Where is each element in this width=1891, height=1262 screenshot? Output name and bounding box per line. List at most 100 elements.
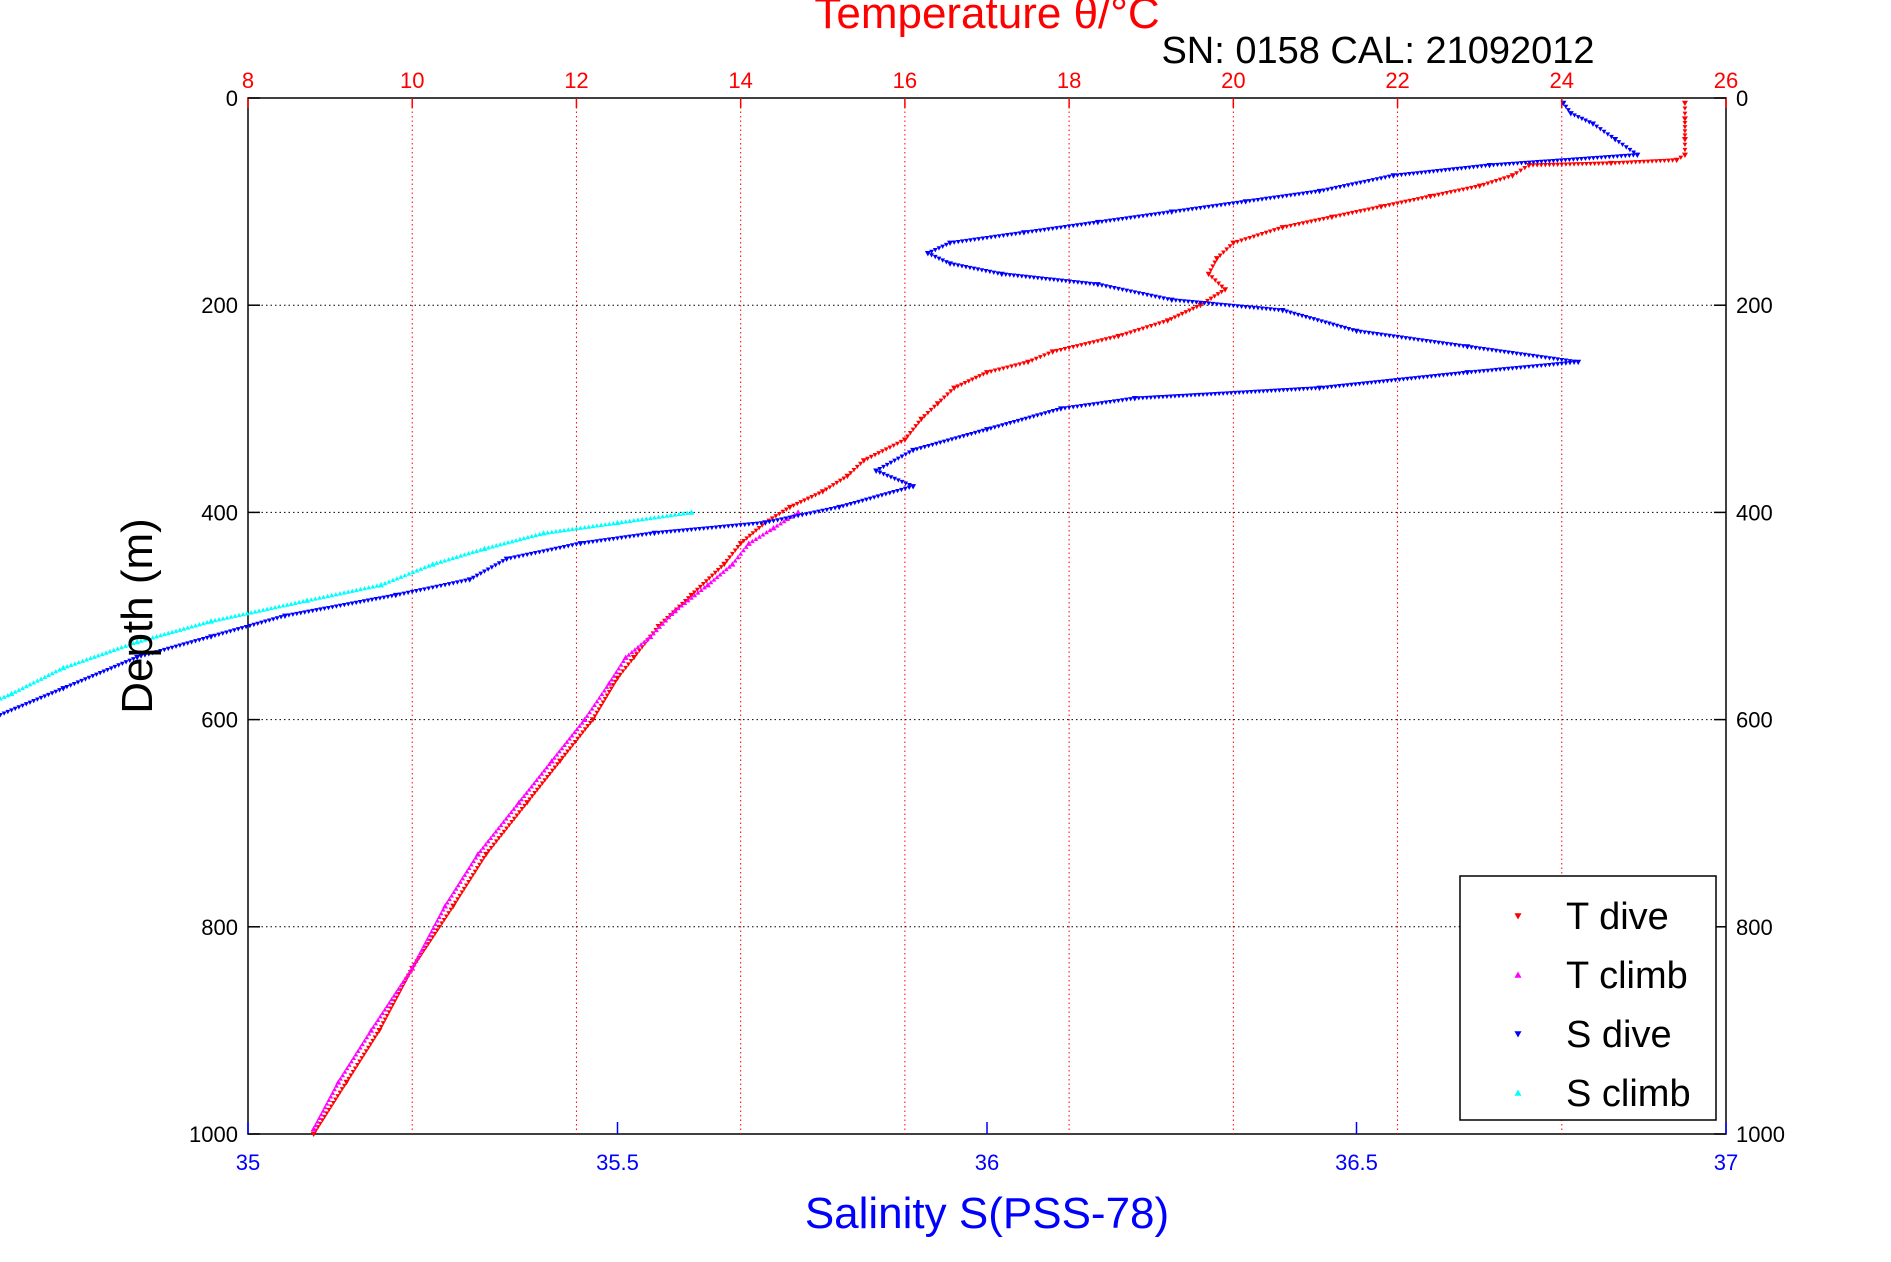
data-point — [539, 771, 545, 776]
data-point — [31, 680, 37, 685]
data-point — [357, 1059, 363, 1064]
data-point — [778, 521, 783, 526]
temperature-tick-label: 14 — [728, 68, 752, 93]
data-point — [524, 800, 531, 806]
legend-label: T climb — [1566, 955, 1688, 997]
data-point — [220, 631, 226, 636]
data-point — [683, 599, 688, 604]
data-point — [266, 618, 272, 623]
data-point — [1284, 224, 1290, 230]
data-point — [742, 522, 748, 528]
data-point — [1563, 358, 1569, 363]
data-point — [1115, 398, 1121, 404]
data-point — [470, 575, 476, 581]
data-point — [302, 610, 308, 615]
data-point — [1436, 192, 1442, 198]
data-point — [701, 526, 707, 531]
data-point — [1054, 348, 1060, 354]
data-point — [570, 743, 576, 748]
data-point — [1362, 179, 1368, 185]
data-point — [1029, 229, 1035, 234]
data-point — [1682, 111, 1688, 116]
data-point — [401, 591, 407, 596]
data-point — [330, 1090, 336, 1095]
data-point — [616, 666, 622, 671]
data-point — [335, 1094, 341, 1099]
data-point — [264, 606, 270, 612]
data-point — [594, 710, 600, 716]
data-point — [1542, 363, 1548, 368]
data-point — [753, 528, 759, 533]
data-point — [784, 507, 789, 512]
data-point — [1378, 332, 1384, 337]
data-point — [858, 461, 863, 467]
data-point — [1333, 214, 1339, 219]
data-point — [779, 517, 785, 522]
data-point — [499, 832, 504, 838]
data-point — [1358, 329, 1364, 335]
data-point — [1083, 342, 1088, 347]
data-point — [350, 1069, 356, 1075]
data-point — [488, 835, 494, 841]
data-point — [1216, 281, 1221, 286]
data-point — [1440, 373, 1446, 378]
data-point — [1099, 219, 1105, 225]
data-point — [1248, 389, 1254, 395]
data-point — [1526, 353, 1532, 358]
data-point — [1399, 200, 1405, 205]
data-point — [1499, 162, 1504, 167]
data-point — [1230, 240, 1237, 247]
data-point — [525, 534, 531, 540]
data-point — [536, 774, 542, 779]
data-point — [1469, 370, 1474, 375]
data-point — [973, 375, 979, 381]
data-point — [340, 1072, 346, 1078]
data-point — [345, 602, 351, 607]
data-point — [1530, 353, 1536, 359]
data-point — [1218, 203, 1224, 208]
data-point — [749, 538, 755, 544]
data-point — [1308, 190, 1314, 195]
data-point — [1025, 359, 1032, 366]
data-point — [629, 649, 635, 655]
data-point — [884, 462, 890, 468]
data-point — [565, 527, 571, 532]
data-point — [877, 466, 883, 472]
data-point — [675, 605, 681, 611]
data-point — [216, 617, 222, 622]
data-point — [1575, 359, 1582, 366]
data-point — [71, 681, 77, 687]
data-point — [1055, 278, 1061, 283]
data-point — [1226, 303, 1232, 308]
data-point — [1476, 183, 1483, 190]
data-point — [1337, 213, 1343, 218]
data-point — [691, 590, 697, 595]
data-point — [764, 529, 769, 535]
data-point — [574, 726, 580, 732]
data-point — [1284, 193, 1290, 199]
data-point — [1259, 232, 1265, 237]
data-point — [1382, 203, 1388, 209]
data-point — [1681, 137, 1688, 143]
data-point — [521, 793, 527, 799]
data-point — [366, 1031, 372, 1036]
data-point — [898, 439, 904, 445]
data-point — [1399, 172, 1404, 178]
data-point — [1459, 166, 1464, 171]
data-point — [1313, 189, 1318, 195]
data-point — [1506, 350, 1511, 355]
data-point — [877, 470, 883, 475]
data-point — [1571, 162, 1577, 167]
data-point — [1099, 401, 1105, 406]
data-point — [1489, 368, 1495, 373]
data-point — [387, 1000, 392, 1005]
data-point — [288, 601, 294, 606]
depth-tick-label-right: 400 — [1736, 500, 1773, 525]
data-point — [723, 566, 729, 572]
data-point — [512, 555, 518, 560]
data-point — [1341, 383, 1346, 388]
data-point — [924, 251, 931, 257]
data-point — [552, 765, 558, 770]
data-point — [1079, 343, 1084, 348]
data-point — [979, 268, 985, 273]
